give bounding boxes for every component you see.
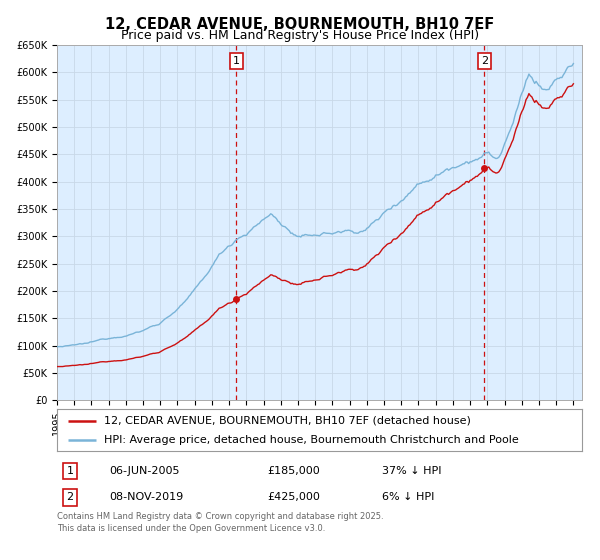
Text: 2: 2 (67, 492, 74, 502)
Text: 6% ↓ HPI: 6% ↓ HPI (383, 492, 435, 502)
Text: 37% ↓ HPI: 37% ↓ HPI (383, 466, 442, 476)
Text: £425,000: £425,000 (267, 492, 320, 502)
Text: 2: 2 (481, 56, 488, 66)
Text: HPI: Average price, detached house, Bournemouth Christchurch and Poole: HPI: Average price, detached house, Bour… (104, 435, 519, 445)
Text: 08-NOV-2019: 08-NOV-2019 (110, 492, 184, 502)
Text: £185,000: £185,000 (267, 466, 320, 476)
Text: 06-JUN-2005: 06-JUN-2005 (110, 466, 180, 476)
Text: Price paid vs. HM Land Registry's House Price Index (HPI): Price paid vs. HM Land Registry's House … (121, 29, 479, 42)
Text: Contains HM Land Registry data © Crown copyright and database right 2025.
This d: Contains HM Land Registry data © Crown c… (57, 512, 383, 533)
Text: 1: 1 (67, 466, 74, 476)
Text: 12, CEDAR AVENUE, BOURNEMOUTH, BH10 7EF: 12, CEDAR AVENUE, BOURNEMOUTH, BH10 7EF (106, 17, 494, 32)
Text: 1: 1 (233, 56, 240, 66)
Text: 12, CEDAR AVENUE, BOURNEMOUTH, BH10 7EF (detached house): 12, CEDAR AVENUE, BOURNEMOUTH, BH10 7EF … (104, 416, 471, 426)
